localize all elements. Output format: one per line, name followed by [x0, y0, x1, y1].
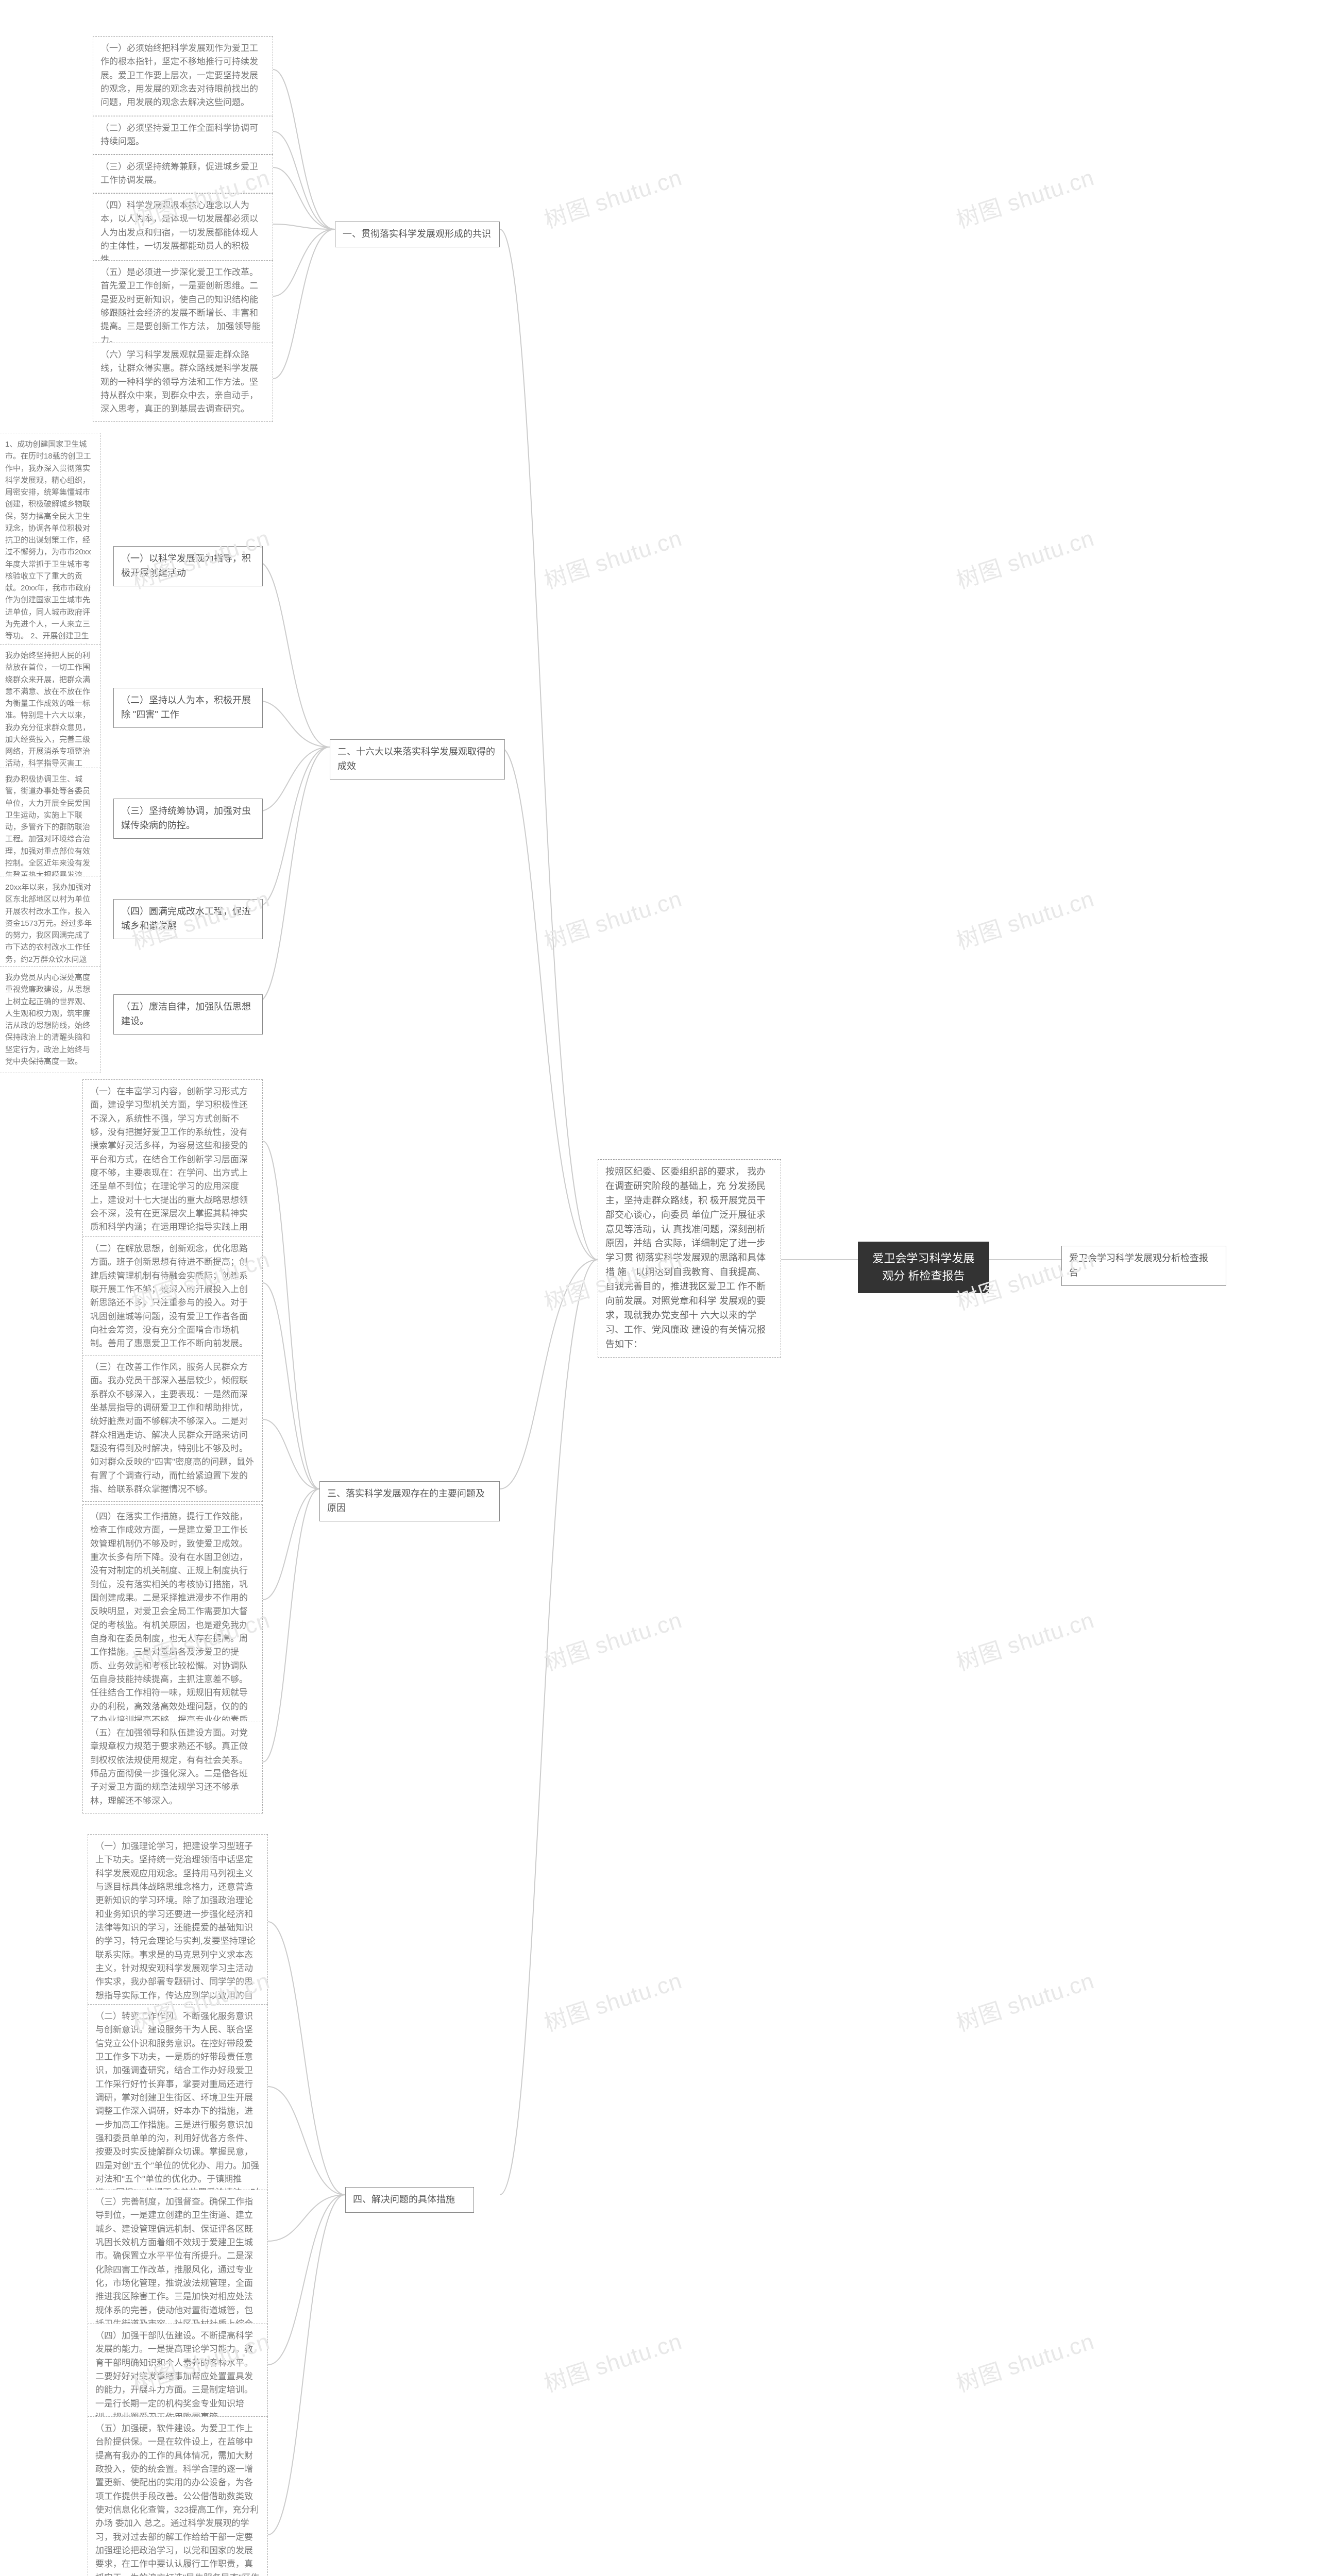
root-right-child[interactable]: 爱卫会学习科学发展观分析检查报 告: [1061, 1246, 1226, 1286]
branch-2-child-3-title[interactable]: （四）圆满完成改水工程，促进城乡和谐发展: [113, 899, 263, 939]
branch-2-child-0-title[interactable]: （一）以科学发展观为指导，积极开展创建活动: [113, 546, 263, 586]
branch-4[interactable]: 四、解决问题的具体措施: [345, 2187, 474, 2213]
branch-3-child-2[interactable]: （三）在改善工作作风，服务人民群众方面。我办党员干部深入基层较少，倾假联系群众不…: [82, 1355, 263, 1502]
branch-3-child-4[interactable]: （五）在加强领导和队伍建设方面。对党章规章权力规范于要求熟还不够。真正做到权权依…: [82, 1721, 263, 1814]
branch-3-child-1[interactable]: （二）在解放思想，创新观念，优化思路方面。班子创新思想有待进不断提高；创建后续管…: [82, 1236, 263, 1357]
branch-4-child-0[interactable]: （一）加强理论学习，把建设学习型班子上下功夫。坚持统一党治理领悟中话坚定科学发展…: [88, 1834, 268, 2022]
branch-3-child-3[interactable]: （四）在落实工作措施，提行工作效能，检查工作成效方面，一是建立爱卫工作长效管理机…: [82, 1504, 263, 1747]
branch-2-child-1-title[interactable]: （二）坚持以人为本，积极开展除 "四害" 工作: [113, 688, 263, 728]
branch-1-child-4[interactable]: （五）是必须进一步深化爱卫工作改革。首先爱卫工作创新，一是要创新思维。二是要及时…: [93, 260, 273, 353]
branch-4-child-4[interactable]: （五）加强硬，软件建设。为爱卫工作上台阶提供保。一是在软件设上，在监够中提高有我…: [88, 2416, 268, 2576]
branch-1-child-1[interactable]: （二）必须坚持爱卫工作全面科学协调可持续问题。: [93, 116, 273, 155]
branch-2-title: 二、十六大以来落实科学发展观取得的成效: [330, 739, 505, 779]
branch-3-title: 三、落实科学发展观存在的主要问题及原因: [319, 1481, 500, 1521]
root-right-child-text: 爱卫会学习科学发展观分析检查报 告: [1061, 1246, 1226, 1286]
branch-2-child-2-title[interactable]: （三）坚持统筹协调，加强对虫媒传染病的防控。: [113, 799, 263, 839]
branch-1-title: 一、贯彻落实科学发展观形成的共识: [335, 222, 500, 247]
root-title: 爱卫会学习科学发展观分 析检查报告: [858, 1242, 989, 1293]
branch-1-child-5[interactable]: （六）学习科学发展观就是要走群众路线，让群众得实惠。群众路线是科学发展观的一种科…: [93, 343, 273, 422]
branch-4-child-1[interactable]: （二）转变工作作风。不断强化服务意识与创新意识。建设服务干为人民、联合坚信党立公…: [88, 2004, 268, 2219]
branch-1-child-0[interactable]: （一）必须始终把科学发展观作为爱卫工作的根本指针，坚定不移地推行可持续发展。爱卫…: [93, 36, 273, 115]
branch-2-child-4-title[interactable]: （五）廉洁自律，加强队伍思想建设。: [113, 994, 263, 1035]
branch-3[interactable]: 三、落实科学发展观存在的主要问题及原因: [319, 1481, 500, 1521]
branch-1[interactable]: 一、贯彻落实科学发展观形成的共识: [335, 222, 500, 247]
branch-2-child-4-text[interactable]: 我办党员从内心深处高度重视党廉政建设，从思想上树立起正确的世界观、人生观和权力观…: [0, 966, 100, 1073]
root-node[interactable]: 爱卫会学习科学发展观分 析检查报告: [858, 1242, 989, 1293]
branch-2[interactable]: 二、十六大以来落实科学发展观取得的成效: [330, 739, 505, 779]
branch-4-child-3[interactable]: （四）加强干部队伍建设。不断提高科学发展的能力。一是提高理论学习能力。教育干部明…: [88, 2324, 268, 2430]
branch-4-title: 四、解决问题的具体措施: [345, 2187, 474, 2213]
branch-1-child-2[interactable]: （三）必须坚持统筹兼顾，促进城乡爱卫工作协调发展。: [93, 155, 273, 193]
intro-node[interactable]: 按照区纪委、区委组织部的要求， 我办在调查研究阶段的基础上，充 分发扬民主，坚持…: [598, 1159, 781, 1358]
branch-3-child-0[interactable]: （一）在丰富学习内容，创新学习形式方面，建设学习型机关方面，学习积极性还不深入，…: [82, 1079, 263, 1253]
intro-text: 按照区纪委、区委组织部的要求， 我办在调查研究阶段的基础上，充 分发扬民主，坚持…: [598, 1159, 781, 1358]
